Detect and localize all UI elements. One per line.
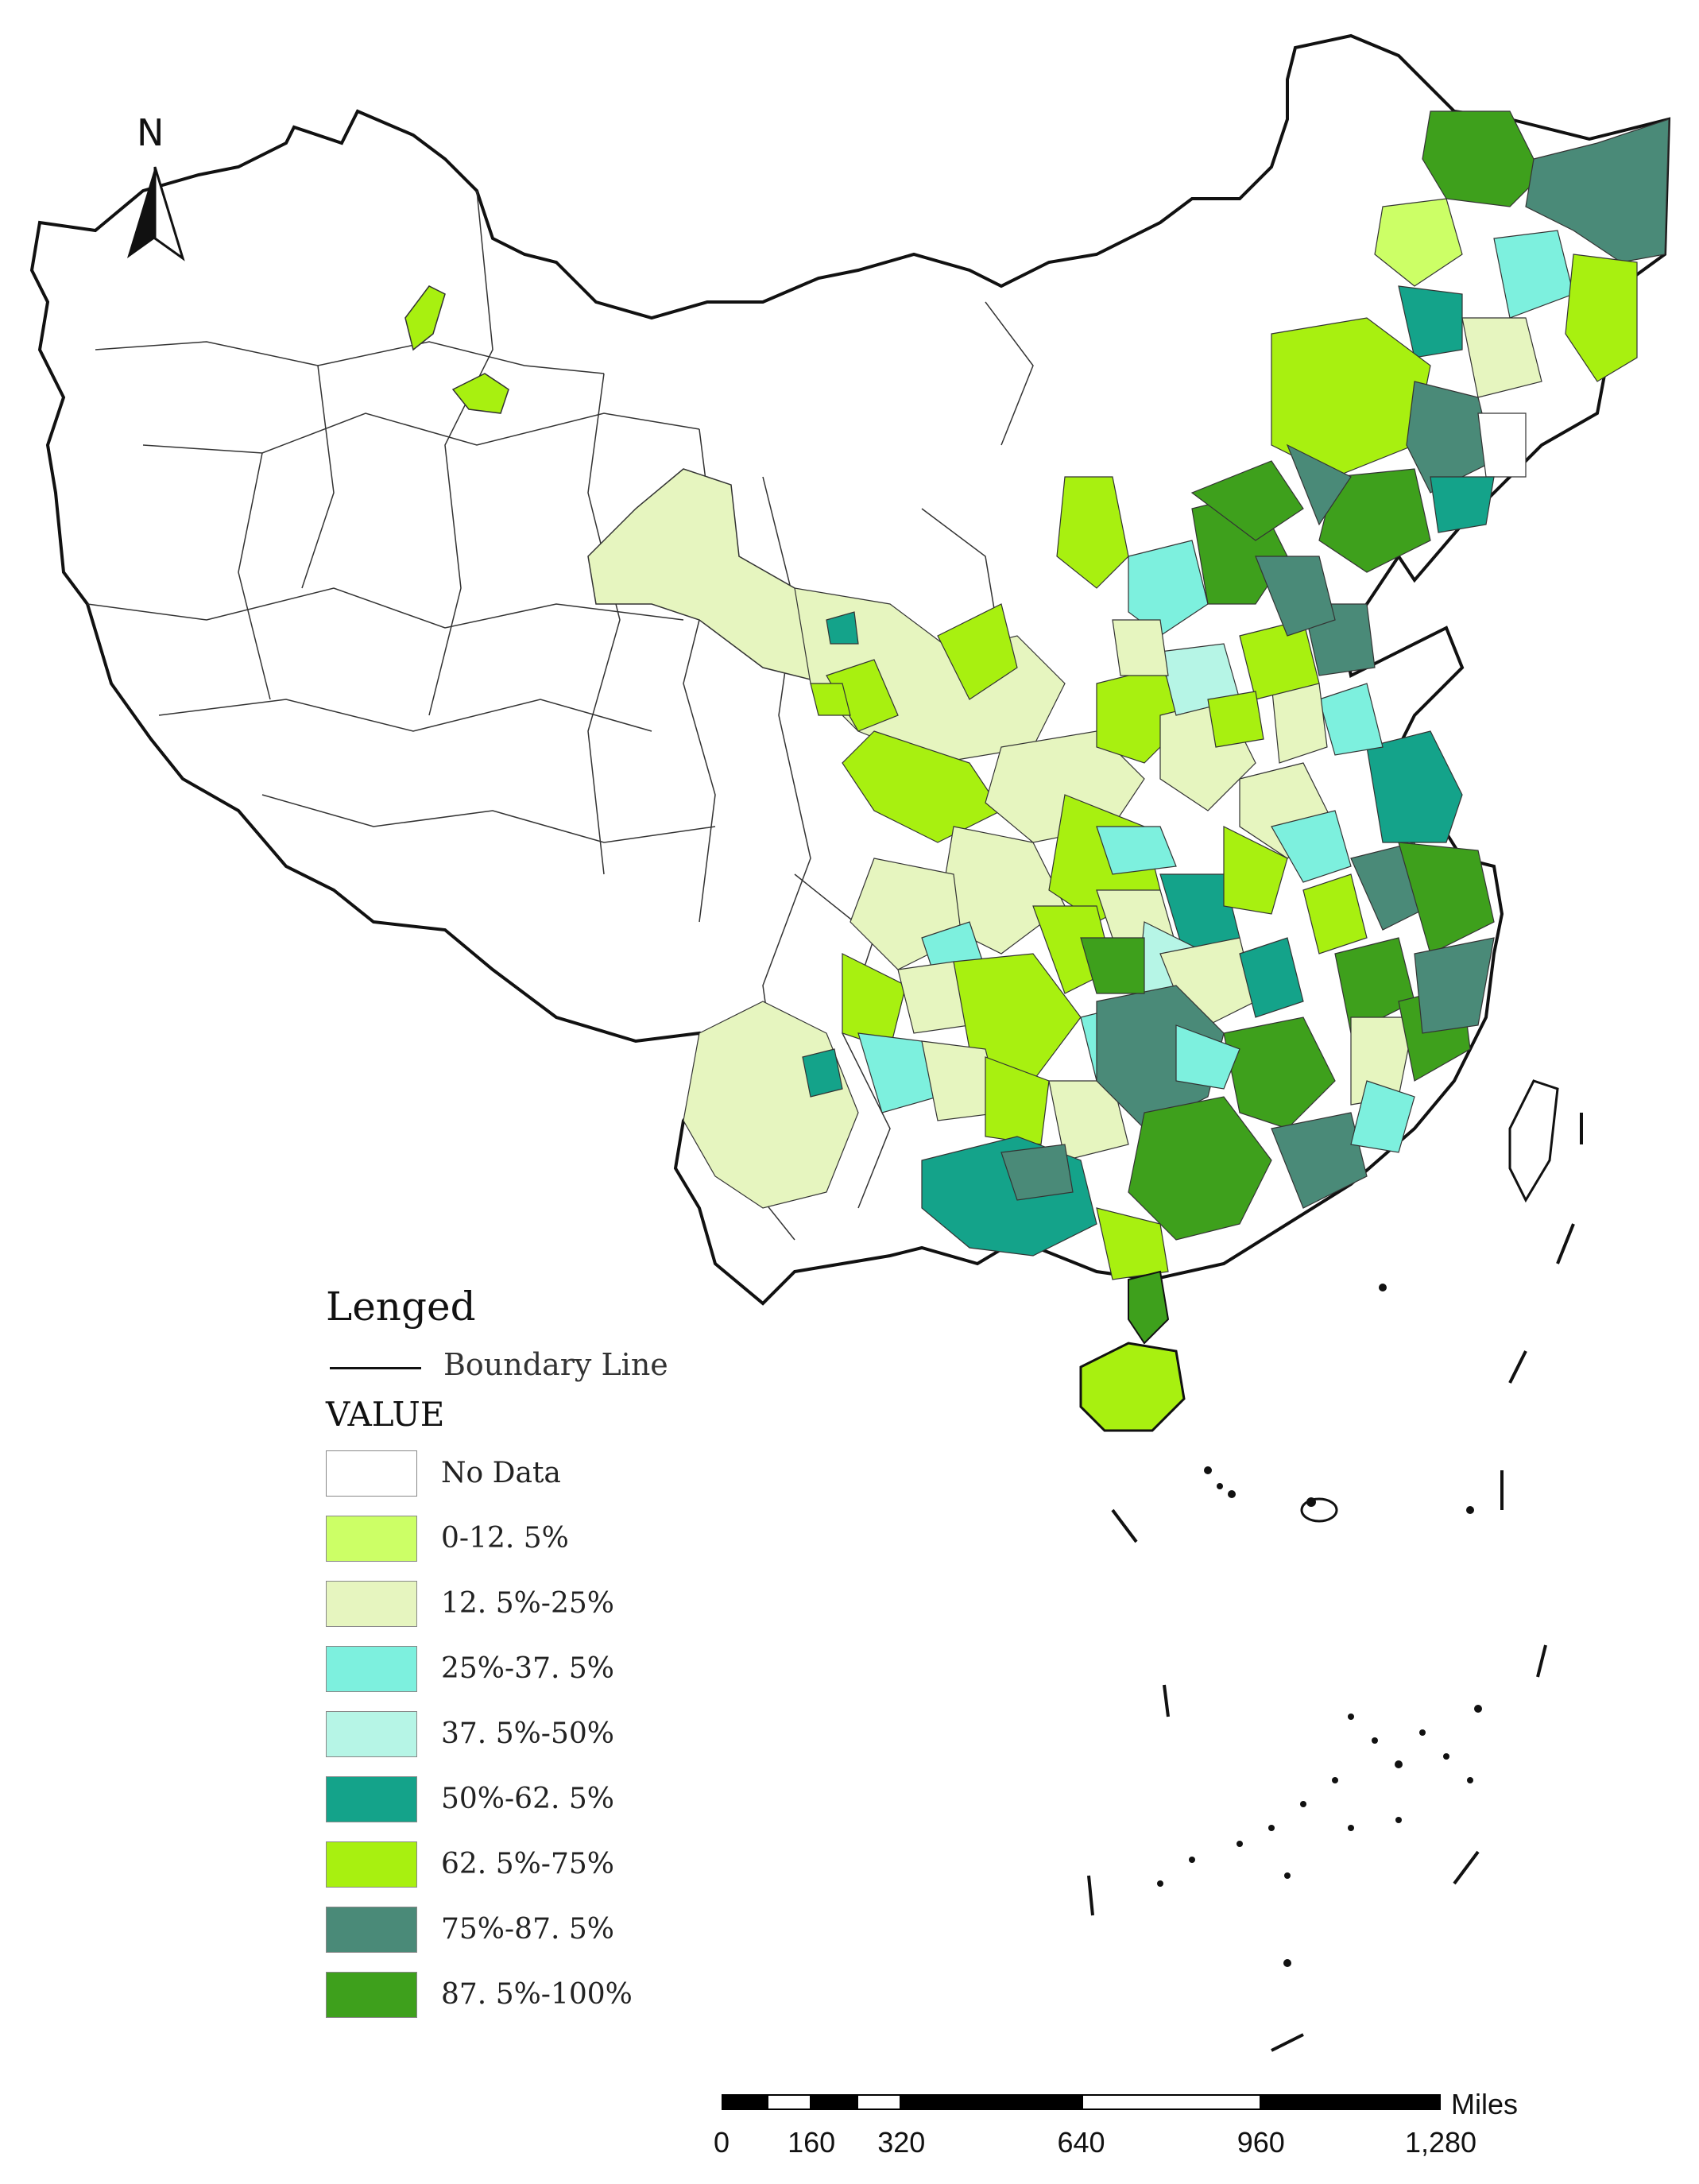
- legend-swatch: [326, 1907, 417, 1953]
- legend-item-label: 37. 5%-50%: [441, 1717, 614, 1750]
- legend-item: 87. 5%-100%: [326, 1972, 803, 2021]
- scale-tick-label: 1,280: [1404, 2126, 1477, 2159]
- legend-boundary-row: Boundary Line: [326, 1343, 803, 1391]
- region-north-xj: [451, 373, 509, 414]
- scale-segment: [1081, 2094, 1261, 2110]
- scale-segment: [901, 2094, 1082, 2110]
- legend-item-label: 62. 5%-75%: [441, 1848, 614, 1880]
- legend-swatch: [326, 1776, 417, 1822]
- legend-swatch: [326, 1646, 417, 1692]
- legend-swatch: [326, 1711, 417, 1757]
- scale-bar: 0 160 320 640 960 1,280 Miles: [714, 2088, 1518, 2175]
- legend-item: 75%-87. 5%: [326, 1907, 803, 1956]
- scale-segment: [811, 2094, 857, 2110]
- region-yunnan-green: [802, 1048, 843, 1098]
- scale-tick-label: 160: [788, 2126, 836, 2159]
- legend-item: 25%-37. 5%: [326, 1646, 803, 1695]
- scale-tick-label: 960: [1237, 2126, 1285, 2159]
- scale-tick-label: 320: [877, 2126, 926, 2159]
- boundary-label: Boundary Line: [443, 1347, 668, 1382]
- legend-item-label: 87. 5%-100%: [441, 1978, 633, 2011]
- region-guangxi-2: [1000, 1144, 1074, 1201]
- legend-title: Lenged: [326, 1284, 476, 1330]
- scale-segment: [722, 2094, 767, 2110]
- island-pratas: [1300, 1497, 1338, 1523]
- region-yunnan: [683, 1001, 859, 1209]
- northeast-mosaic: [1190, 110, 1670, 573]
- legend-item: 37. 5%-50%: [326, 1711, 803, 1760]
- scale-tick-label: 0: [713, 2126, 730, 2159]
- legend-swatch: [326, 1450, 417, 1497]
- region-hainan: [1079, 1342, 1186, 1432]
- islands: [1157, 1284, 1482, 1967]
- legend-item-label: No Data: [441, 1457, 561, 1489]
- legend-item: 0-12. 5%: [326, 1516, 803, 1565]
- legend-item-label: 0-12. 5%: [441, 1522, 569, 1555]
- legend-item: 12. 5%-25%: [326, 1581, 803, 1630]
- scale-unit: Miles: [1451, 2088, 1519, 2120]
- scale-segment: [1260, 2094, 1441, 2110]
- legend-item: No Data: [326, 1450, 803, 1500]
- south-sea-boundary: [1087, 1113, 1583, 2052]
- scale-segment: [766, 2094, 812, 2110]
- legend-item-label: 12. 5%-25%: [441, 1587, 614, 1620]
- north-arrow-icon: [127, 166, 185, 261]
- legend-item: 50%-62. 5%: [326, 1776, 803, 1826]
- scale-segment: [856, 2094, 902, 2110]
- north-label: N: [137, 111, 164, 154]
- east-coast: [1239, 603, 1495, 1034]
- legend-value-title: VALUE: [326, 1395, 445, 1434]
- legend-swatch: [326, 1841, 417, 1888]
- legend-swatch: [326, 1516, 417, 1562]
- region-altay: [404, 285, 446, 351]
- legend-item: 62. 5%-75%: [326, 1841, 803, 1891]
- region-taiwan: [1508, 1079, 1559, 1203]
- legend-swatch: [326, 1972, 417, 2018]
- southeast-mosaic: [1080, 810, 1471, 1280]
- legend-item-label: 75%-87. 5%: [441, 1913, 614, 1946]
- boundary-line-symbol: [330, 1367, 421, 1369]
- scale-tick-label: 640: [1057, 2126, 1105, 2159]
- legend-item-label: 25%-37. 5%: [441, 1652, 614, 1685]
- legend-swatch: [326, 1581, 417, 1627]
- region-leizhou: [1128, 1270, 1170, 1345]
- legend-item-label: 50%-62. 5%: [441, 1783, 614, 1815]
